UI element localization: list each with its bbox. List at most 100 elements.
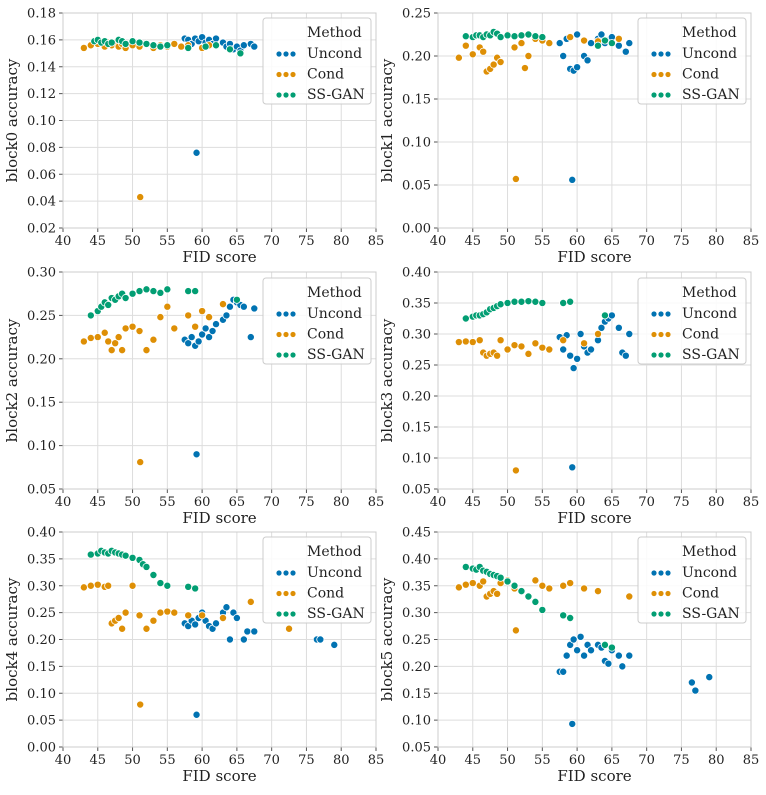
data-point (618, 662, 627, 671)
data-point (517, 587, 526, 596)
legend-marker (290, 331, 296, 338)
legend-marker (665, 92, 671, 98)
legend-entry-Uncond: Uncond (682, 306, 737, 322)
data-point (510, 341, 519, 350)
data-point (625, 39, 634, 48)
data-point (468, 50, 477, 59)
data-point (625, 329, 634, 338)
data-point (510, 32, 519, 41)
data-point (170, 39, 179, 48)
data-point (330, 640, 339, 649)
y-tick-label: 0.35 (27, 552, 56, 567)
y-tick-label: 0.00 (27, 741, 56, 756)
legend-marker (290, 92, 296, 98)
data-point (559, 667, 568, 676)
data-point (128, 289, 137, 298)
data-point (212, 34, 221, 43)
x-tick-label: 70 (638, 234, 655, 249)
legend: Method Uncond Cond SS-GAN (637, 536, 747, 624)
data-point (566, 33, 575, 42)
data-point (691, 686, 700, 695)
x-tick-label: 85 (743, 753, 760, 768)
legend-marker (658, 92, 664, 98)
y-tick-label: 0.20 (402, 390, 431, 405)
data-point (232, 614, 241, 623)
legend-entry-Uncond: Uncond (682, 565, 737, 581)
data-point (559, 611, 568, 620)
legend-marker (283, 331, 289, 338)
data-point (511, 174, 520, 183)
data-point (503, 577, 512, 586)
legend-marker (658, 71, 664, 78)
data-point (568, 175, 577, 184)
data-point (198, 307, 207, 316)
legend-marker (290, 611, 296, 617)
legend-marker (276, 352, 282, 358)
legend-marker (665, 331, 671, 338)
y-tick-label: 0.02 (27, 222, 56, 237)
x-tick-label: 50 (499, 234, 516, 249)
data-point (192, 148, 201, 157)
legend-title: Method (682, 285, 737, 301)
data-point (177, 42, 186, 51)
legend-marker (283, 570, 289, 576)
x-axis-label: FID score (182, 248, 256, 266)
y-tick-label: 0.45 (402, 526, 431, 541)
data-point (156, 42, 165, 51)
x-tick-label: 45 (90, 495, 107, 510)
legend-title: Method (307, 25, 362, 41)
data-point (192, 710, 201, 719)
data-point (149, 41, 158, 50)
data-point (232, 295, 241, 304)
series-SS-GAN (461, 27, 616, 50)
legend-marker (651, 71, 657, 78)
chart-panel-0: 40 45 50 55 60 65 70 75 80 85 0.02 0.04 0.06 0.08 0.10… (3, 7, 384, 267)
data-point (118, 346, 127, 355)
data-point (607, 643, 616, 652)
x-tick-label: 80 (333, 234, 350, 249)
data-point (489, 60, 498, 69)
data-point (573, 30, 582, 39)
legend-marker (276, 570, 282, 576)
data-point (111, 339, 120, 348)
x-tick-label: 85 (743, 234, 760, 249)
data-point (511, 626, 520, 635)
data-point (142, 39, 151, 48)
x-tick-label: 65 (604, 234, 621, 249)
y-tick-label: 0.10 (402, 714, 431, 729)
y-tick-label: 0.15 (402, 687, 431, 702)
x-tick-label: 65 (229, 234, 246, 249)
legend-marker (658, 590, 664, 597)
data-point (163, 607, 172, 616)
data-point (568, 719, 577, 728)
data-point (239, 41, 248, 50)
x-tick-label: 80 (708, 495, 725, 510)
series-Cond (79, 580, 294, 709)
data-point (121, 551, 130, 560)
data-point (121, 294, 130, 303)
x-tick-label: 55 (534, 753, 551, 768)
x-tick-label: 65 (229, 753, 246, 768)
x-axis-label: FID score (182, 509, 256, 527)
y-axis-label: block2 accuracy (3, 318, 21, 442)
data-point (600, 640, 609, 649)
y-axis-label: block5 accuracy (378, 577, 396, 701)
x-tick-label: 60 (569, 753, 586, 768)
legend: Method Uncond Cond SS-GAN (262, 17, 372, 105)
data-point (538, 298, 547, 307)
x-tick-label: 60 (569, 495, 586, 510)
data-point (198, 611, 207, 620)
x-tick-label: 60 (194, 234, 211, 249)
data-point (503, 298, 512, 307)
x-tick-label: 75 (298, 753, 315, 768)
x-tick-label: 75 (298, 234, 315, 249)
data-point (205, 333, 214, 342)
data-point (79, 43, 88, 52)
y-tick-label: 0.00 (402, 222, 431, 237)
data-point (580, 651, 589, 660)
data-point (100, 328, 109, 337)
data-point (517, 31, 526, 40)
data-point (524, 592, 533, 601)
legend-entry-SS-GAN: SS-GAN (682, 87, 740, 103)
